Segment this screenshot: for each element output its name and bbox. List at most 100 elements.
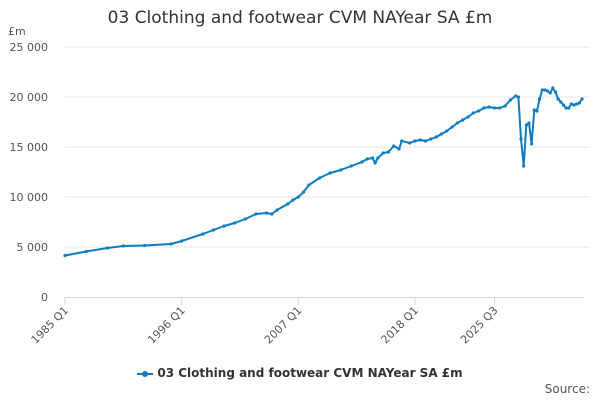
x-tick-label: 2007 Q1 [262,304,305,347]
y-tick-label: 20 000 [10,91,49,104]
data-point [545,89,550,93]
series-line [64,87,583,257]
data-point [487,105,491,109]
data-point [477,109,481,113]
data-point [84,249,88,254]
x-tick-label: 2018 Q1 [379,304,422,347]
data-point [575,102,579,106]
data-point [561,103,566,107]
data-point [461,118,465,122]
data-point [559,100,563,104]
data-point [254,212,258,216]
data-point [392,144,396,148]
data-point [537,97,542,101]
data-point [455,121,459,125]
data-point [397,147,401,151]
legend-swatch-icon [137,369,154,379]
data-point [373,161,377,165]
data-point [169,242,173,246]
data-point [439,132,444,136]
grid-lines [65,46,590,248]
x-axis: 1985 Q1 1996 Q1 2007 Q1 2018 Q1 2025 Q3 [29,297,584,346]
data-point [498,106,502,110]
data-point [328,171,332,175]
data-point [121,244,125,248]
data-point [503,104,507,108]
data-point [423,139,428,143]
data-point [296,195,300,199]
data-point [527,121,531,125]
legend-marker [142,370,149,377]
data-point [450,125,454,129]
data-point [211,228,216,232]
data-point [532,108,536,112]
y-tick-label: 10 000 [10,191,49,204]
data-point [567,106,571,110]
data-point [577,101,581,105]
data-point [63,253,67,258]
data-point [564,106,568,110]
source-label: Source: [544,382,590,396]
y-tick-label: 5 000 [17,241,49,254]
data-point [142,243,147,248]
data-point [553,90,558,94]
data-point [569,102,573,106]
data-point [551,86,555,90]
y-tick-label: 25 000 [10,41,49,54]
data-point [275,208,279,212]
data-point [522,164,526,168]
x-tick-label: 2025 Q3 [458,304,501,347]
data-point [243,217,247,221]
y-axis-unit-label: £m [8,25,26,38]
data-point [264,211,269,215]
data-point [535,109,539,113]
data-point [317,176,322,180]
data-point [548,91,552,95]
data-point [370,156,375,160]
data-point [291,198,295,202]
legend[interactable]: 03 Clothing and footwear CVM NAYear SA £… [0,366,600,380]
data-point [540,88,544,92]
x-tick-label: 1985 Q1 [29,304,72,347]
data-point [445,129,449,133]
legend-label: 03 Clothing and footwear CVM NAYear SA £… [157,366,463,380]
data-point [434,135,438,139]
data-point [201,232,205,236]
data-point [530,142,534,146]
y-axis-ticks: 0 5 000 10 000 15 000 20 000 25 000 [10,41,49,304]
data-point [429,137,433,141]
data-point [360,160,364,164]
data-point [381,151,385,155]
data-point [286,202,290,206]
data-point [492,106,497,110]
data-point [482,106,486,110]
data-point [524,123,528,127]
data-point [572,103,576,107]
data-point [413,139,417,143]
data-point [543,88,547,92]
data-point [222,224,226,228]
data-point [270,212,274,216]
chart-title: 03 Clothing and footwear CVM NAYear SA £… [107,8,493,28]
data-point [180,239,184,243]
data-point [376,156,380,160]
y-tick-label: 15 000 [10,141,49,154]
y-tick-label: 0 [41,291,48,304]
data-point [408,141,412,145]
data-point [556,97,560,101]
data-point [386,150,391,154]
data-point [514,94,518,98]
data-point [516,95,520,99]
data-point [466,115,470,119]
data-point [302,190,306,194]
data-point [400,139,404,143]
data-point [519,137,523,141]
data-point [339,168,343,172]
data-point [105,246,110,250]
data-point [349,164,353,168]
data-point [580,97,584,101]
data-point [365,157,369,161]
data-point [508,98,513,102]
series-layer [63,86,584,258]
